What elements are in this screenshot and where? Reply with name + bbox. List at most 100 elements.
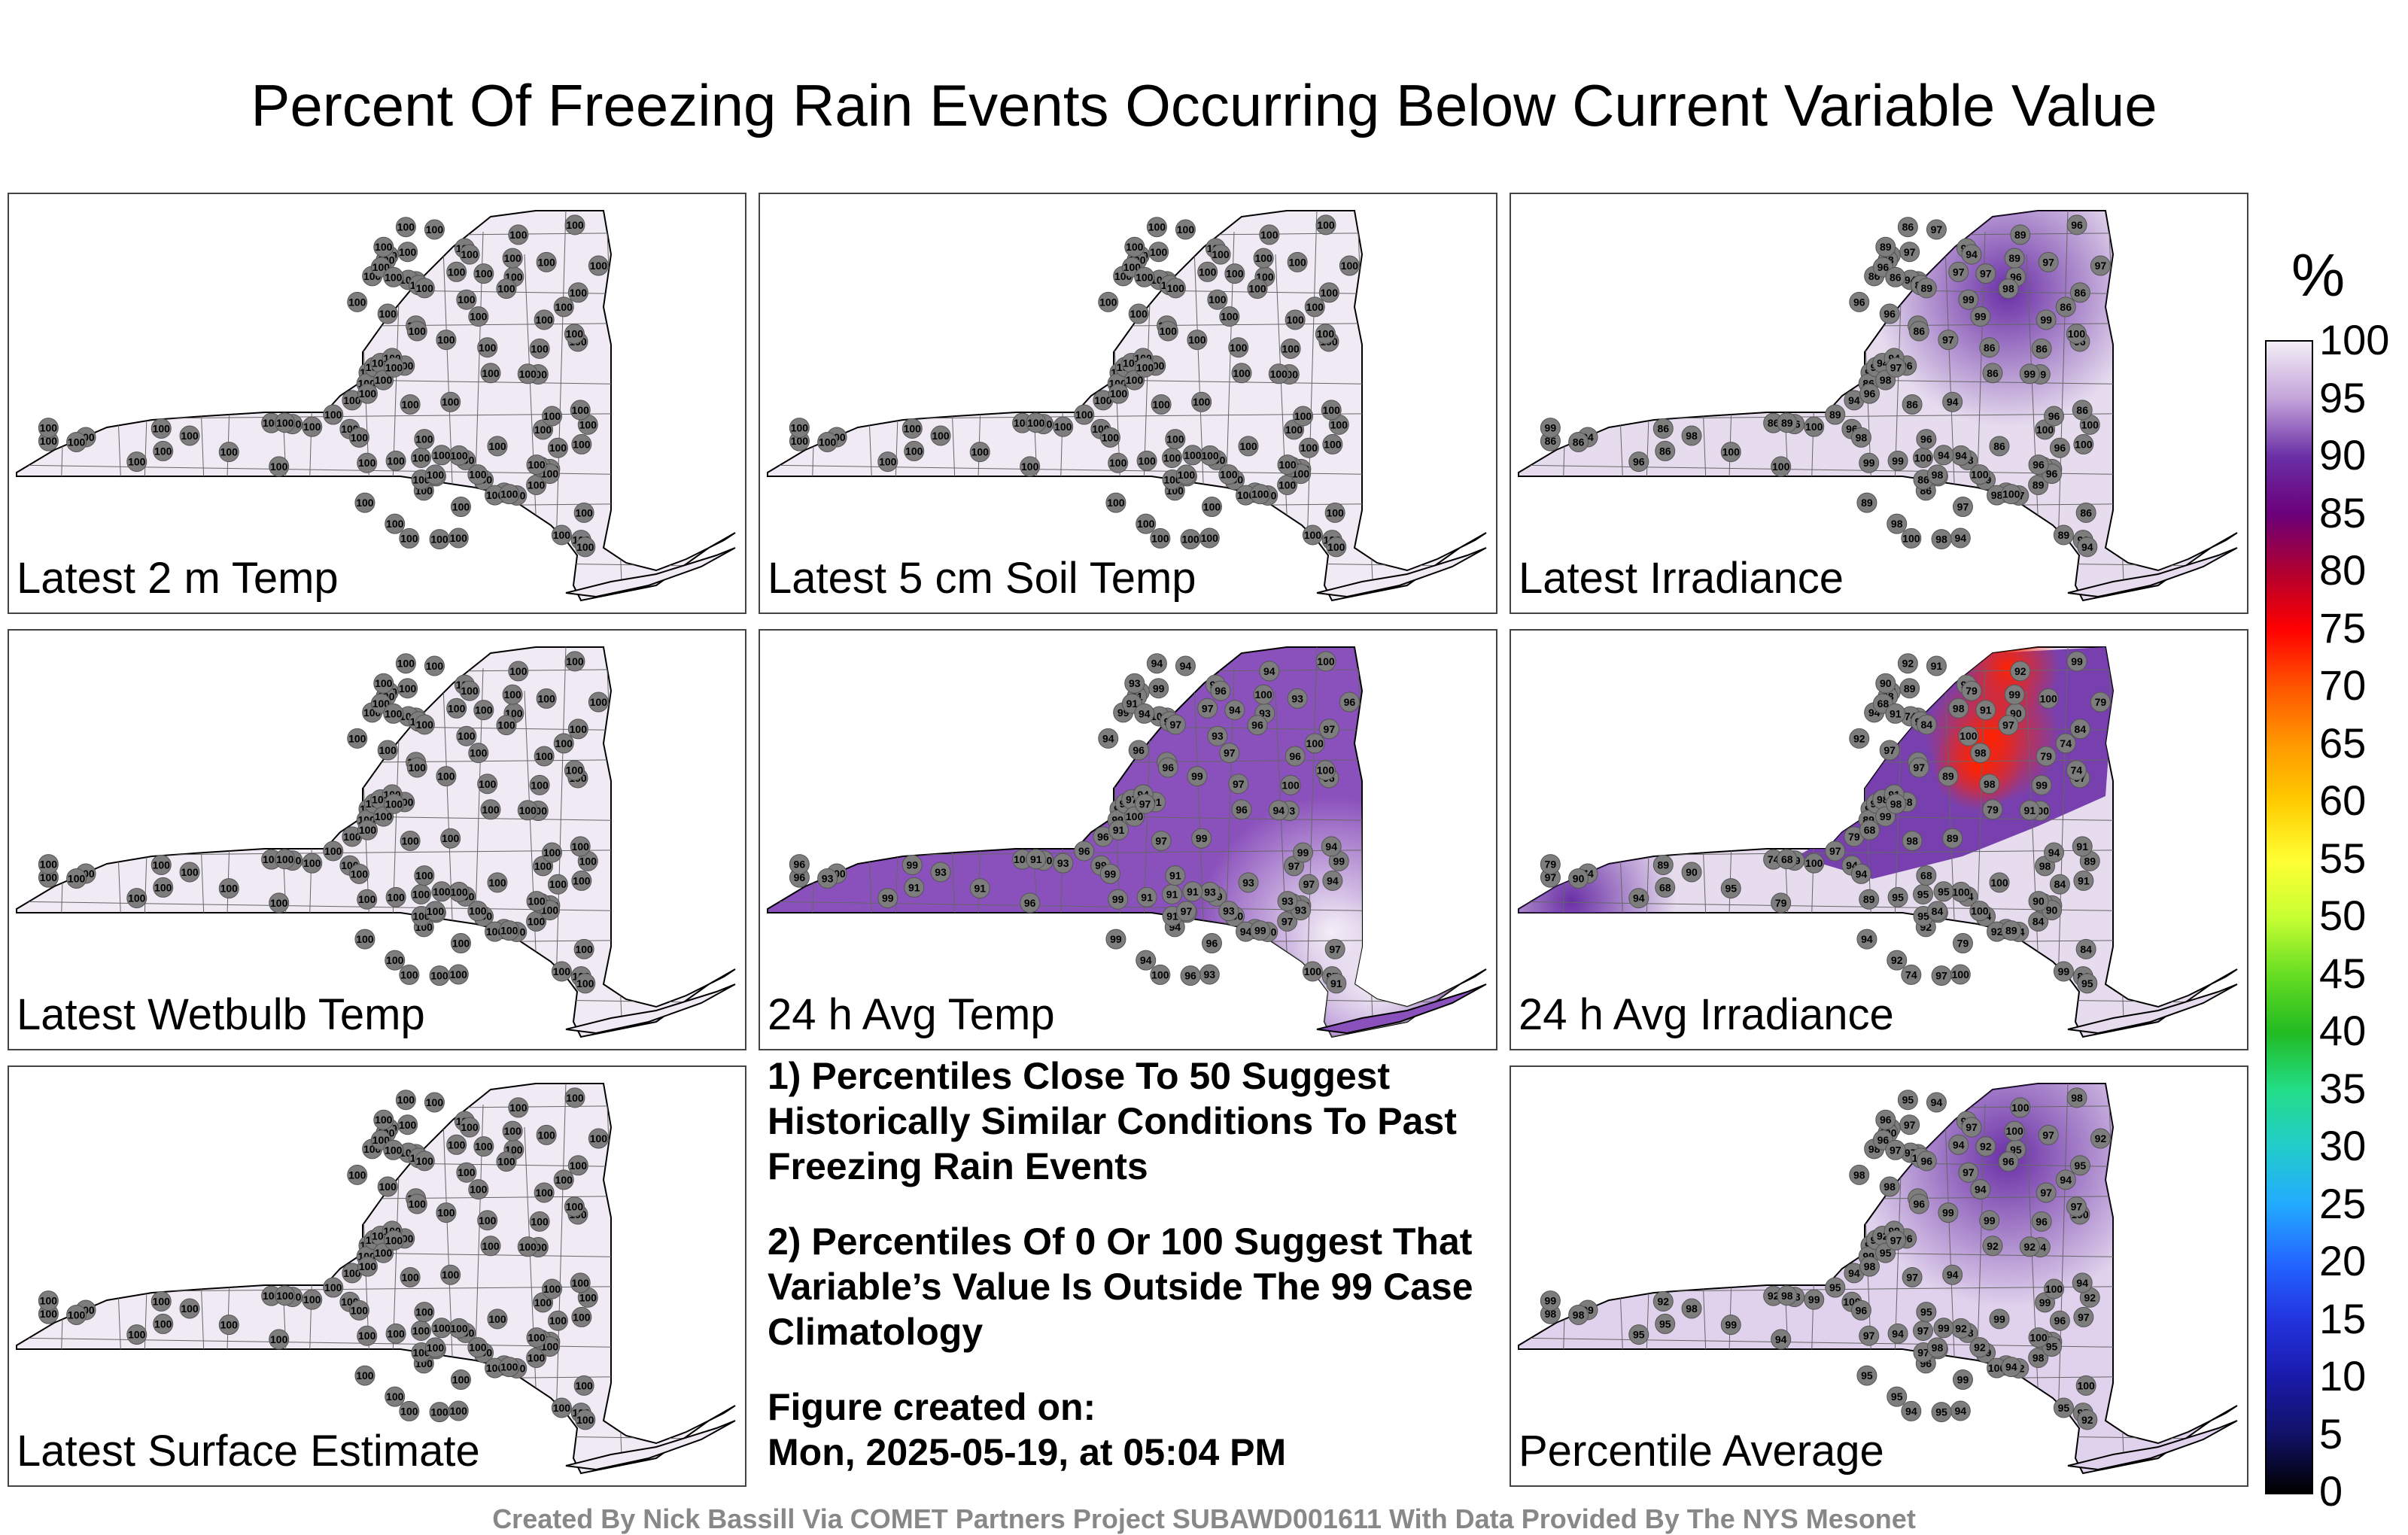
station-value: 91 <box>2078 874 2090 886</box>
station-marker: 92 <box>2077 1409 2098 1430</box>
station-marker: 92 <box>1969 1337 1990 1358</box>
station-marker: 100 <box>526 474 547 495</box>
station-marker: 100 <box>1201 497 1222 518</box>
station-marker: 86 <box>2055 296 2076 318</box>
station-value: 100 <box>1286 314 1304 326</box>
station-value: 79 <box>1775 897 1787 909</box>
station-value: 100 <box>590 696 608 708</box>
station-value: 86 <box>1573 436 1585 448</box>
station-value: 100 <box>528 915 546 927</box>
station-value: 100 <box>128 1329 146 1341</box>
station-marker: 100 <box>2044 1278 2065 1299</box>
station-marker: 100 <box>1199 527 1220 549</box>
station-marker: 97 <box>1938 330 1959 351</box>
station-marker: 98 <box>1926 464 1947 485</box>
station-value: 100 <box>1136 361 1154 373</box>
station-marker: 95 <box>2053 1397 2074 1418</box>
station-marker: 100 <box>1182 445 1203 466</box>
station-marker: 94 <box>1961 244 1982 265</box>
station-marker: 100 <box>517 363 538 385</box>
station-value: 97 <box>1224 747 1236 759</box>
station-value: 100 <box>519 804 537 816</box>
station-marker: 100 <box>573 1375 594 1396</box>
station-marker: 100 <box>570 836 591 857</box>
station-value: 100 <box>433 886 451 898</box>
station-value: 100 <box>519 1241 537 1253</box>
station-marker: 96 <box>1908 1193 1929 1214</box>
station-marker: 93 <box>817 868 838 889</box>
station-marker: 100 <box>446 698 467 719</box>
station-value: 100 <box>566 1092 584 1104</box>
station-value: 97 <box>1917 1346 1929 1358</box>
station-value: 93 <box>1242 877 1254 889</box>
station-marker: 100 <box>1315 651 1336 672</box>
station-value: 79 <box>1987 804 1999 816</box>
station-value: 98 <box>1932 469 1944 481</box>
station-marker: 84 <box>1916 714 1937 735</box>
station-marker: 100 <box>575 973 596 994</box>
station-value: 68 <box>1781 853 1793 865</box>
station-marker: 96 <box>1859 383 1880 404</box>
station-value: 100 <box>2068 328 2086 340</box>
station-value: 100 <box>303 857 321 869</box>
station-value: 100 <box>379 308 397 320</box>
station-value: 97 <box>2095 260 2107 272</box>
station-marker: 100 <box>526 1327 547 1348</box>
station-value: 100 <box>1300 442 1318 454</box>
station-marker: 86 <box>1885 266 1906 287</box>
station-marker: 100 <box>468 306 489 327</box>
station-marker: 97 <box>1151 830 1172 851</box>
station-marker: 92 <box>2090 1128 2111 1149</box>
map-panel-2: 100 100 100 100 100 100 100 100 100 100 100 100 100 1… <box>759 193 1497 614</box>
station-value: 100 <box>470 311 488 323</box>
station-value: 100 <box>351 868 369 880</box>
station-value: 99 <box>882 892 894 904</box>
station-marker: 100 <box>1315 324 1336 345</box>
station-value: 100 <box>461 685 479 697</box>
station-value: 79 <box>2095 696 2107 708</box>
station-marker: 95 <box>2069 1155 2090 1176</box>
station-value: 96 <box>1921 1155 1933 1167</box>
station-marker: 100 <box>1124 236 1145 257</box>
station-marker: 100 <box>431 445 452 466</box>
station-value: 100 <box>416 719 434 731</box>
station-value: 100 <box>385 798 403 810</box>
station-value: 97 <box>1890 1144 1902 1156</box>
station-marker: 100 <box>448 445 470 466</box>
station-value: 98 <box>1686 430 1698 442</box>
station-marker: 100 <box>1134 266 1155 287</box>
station-marker: 94 <box>1950 445 1972 466</box>
station-marker: 100 <box>385 1386 406 1407</box>
station-marker: 100 <box>969 442 990 463</box>
station-value: 100 <box>442 1269 460 1281</box>
station-marker: 100 <box>1989 872 2010 893</box>
station-marker: 100 <box>440 828 461 849</box>
station-value: 91 <box>1931 660 1943 672</box>
station-value: 94 <box>1229 704 1241 716</box>
station-marker: 94 <box>1950 1400 1971 1421</box>
station-marker: 93 <box>1218 901 1239 922</box>
station-value: 97 <box>1906 1271 1918 1283</box>
station-marker: 99 <box>1938 1202 1959 1223</box>
station-marker: 93 <box>1238 872 1259 893</box>
station-marker: 100 <box>1231 363 1252 384</box>
station-marker: 100 <box>150 1290 172 1312</box>
station-marker: 100 <box>1253 248 1274 269</box>
station-value: 94 <box>1848 394 1860 406</box>
station-marker: 79 <box>2036 746 2057 767</box>
station-value: 100 <box>153 1295 171 1307</box>
station-value: 100 <box>1166 433 1184 445</box>
station-value: 91 <box>1187 886 1199 898</box>
station-value: 100 <box>343 394 361 406</box>
station-marker: 100 <box>275 412 296 433</box>
station-marker: 97 <box>1219 743 1240 764</box>
station-marker: 98 <box>2066 1087 2087 1108</box>
station-value: 68 <box>1920 870 1932 882</box>
station-marker: 79 <box>1771 892 1792 913</box>
station-marker: 100 <box>487 872 508 893</box>
station-value: 99 <box>2058 965 2070 977</box>
station-marker: 100 <box>436 330 457 351</box>
station-value: 92 <box>1891 954 1903 966</box>
station-marker: 74 <box>1901 964 1922 985</box>
station-value: 97 <box>1155 834 1167 847</box>
